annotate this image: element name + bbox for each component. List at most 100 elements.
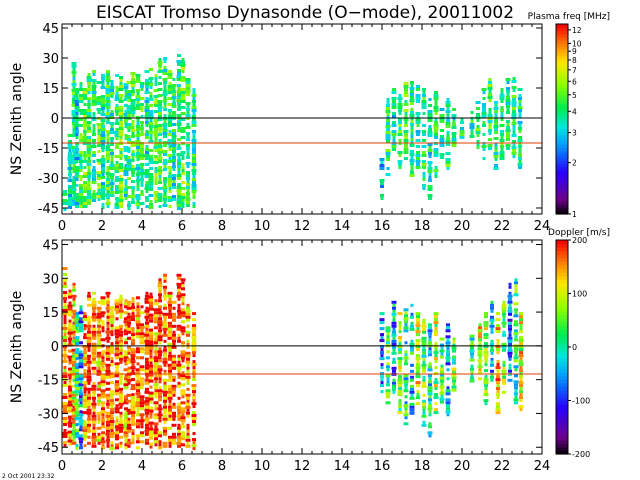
echo-cell [83, 187, 87, 190]
echo-cell [494, 128, 498, 131]
echo-cell [494, 146, 498, 149]
echo-cell [157, 106, 163, 109]
echo-cell [91, 429, 97, 433]
echo-cell [421, 154, 427, 157]
echo-cell [119, 139, 123, 142]
echo-cell [96, 318, 102, 322]
echo-cell [185, 81, 191, 84]
echo-cell [177, 69, 181, 72]
echo-cell [130, 195, 136, 198]
echo-cell [177, 126, 181, 129]
echo-cell [140, 398, 144, 402]
echo-cell [97, 399, 101, 403]
echo-cell [171, 105, 177, 108]
echo-cell [499, 139, 505, 142]
colorbar-segment [556, 84, 568, 88]
echo-cell [72, 411, 76, 415]
echo-cell [131, 369, 135, 373]
echo-cell [68, 191, 72, 194]
echo-cell [82, 381, 88, 385]
echo-cell [163, 180, 167, 183]
echo-cell [154, 143, 158, 146]
echo-cell [440, 367, 444, 371]
echo-cell [428, 374, 432, 378]
echo-cell [136, 188, 140, 191]
echo-cell [110, 80, 114, 83]
echo-cell [494, 119, 498, 122]
echo-cell [78, 320, 84, 324]
echo-cell [131, 75, 135, 78]
echo-cell [109, 426, 115, 430]
echo-cell [416, 85, 420, 88]
echo-cell [398, 360, 402, 364]
echo-cell [140, 184, 144, 187]
echo-cell [87, 124, 91, 127]
echo-cell [123, 149, 129, 152]
echo-cell [97, 132, 101, 135]
echo-cell [519, 408, 523, 412]
echo-cell [192, 172, 196, 175]
echo-cell [513, 293, 519, 297]
echo-cell [68, 325, 72, 329]
echo-cell [192, 154, 196, 157]
echo-cell [404, 362, 408, 366]
echo-cell [428, 380, 432, 384]
echo-cell [149, 319, 153, 323]
echo-cell [74, 354, 80, 358]
echo-cell [130, 108, 136, 111]
echo-cell [126, 378, 132, 382]
colorbar-segment [556, 254, 568, 259]
echo-cell [71, 441, 77, 445]
echo-cell [148, 433, 154, 437]
echo-cell [494, 143, 498, 146]
echo-cell [83, 160, 87, 163]
echo-cell [410, 108, 414, 111]
echo-cell [72, 402, 76, 406]
echo-cell [82, 345, 88, 349]
echo-cell [502, 330, 506, 334]
echo-cell [158, 410, 162, 414]
echo-cell [481, 88, 487, 91]
echo-cell [180, 401, 186, 405]
echo-cell [422, 187, 426, 190]
echo-cell [78, 434, 84, 438]
echo-cell [68, 140, 72, 143]
echo-cell [119, 387, 123, 391]
echo-cell [135, 203, 141, 206]
echo-cell [398, 405, 402, 409]
echo-cell [144, 297, 150, 301]
echo-cell [106, 136, 110, 139]
echo-cell [110, 357, 114, 361]
echo-cell [185, 114, 191, 117]
echo-cell [403, 374, 409, 378]
echo-cell [186, 183, 190, 186]
echo-cell [114, 329, 120, 333]
echo-cell [191, 336, 197, 340]
echo-cell [398, 166, 402, 169]
echo-cell [72, 342, 76, 346]
echo-cell [144, 348, 150, 352]
echo-cell [78, 365, 84, 369]
echo-cell [86, 411, 92, 415]
echo-cell [177, 339, 181, 343]
echo-cell [114, 203, 120, 206]
echo-cell [109, 420, 115, 424]
echo-cell [177, 276, 181, 280]
echo-cell [124, 122, 128, 125]
echo-cell [75, 121, 79, 124]
echo-cell [105, 103, 111, 106]
echo-cell [163, 369, 167, 373]
colorbar-segment [556, 386, 568, 391]
y-tick-label: -15 [38, 374, 59, 389]
colorbar-segment [556, 314, 568, 320]
echo-cell [158, 160, 162, 163]
echo-cell [124, 317, 128, 321]
echo-cell [67, 179, 73, 182]
echo-cell [149, 83, 153, 86]
echo-cell [168, 303, 172, 307]
echo-cell [75, 357, 79, 361]
echo-cell [513, 380, 519, 384]
echo-cell [130, 102, 136, 105]
echo-cell [163, 339, 167, 343]
echo-cell [434, 172, 438, 175]
